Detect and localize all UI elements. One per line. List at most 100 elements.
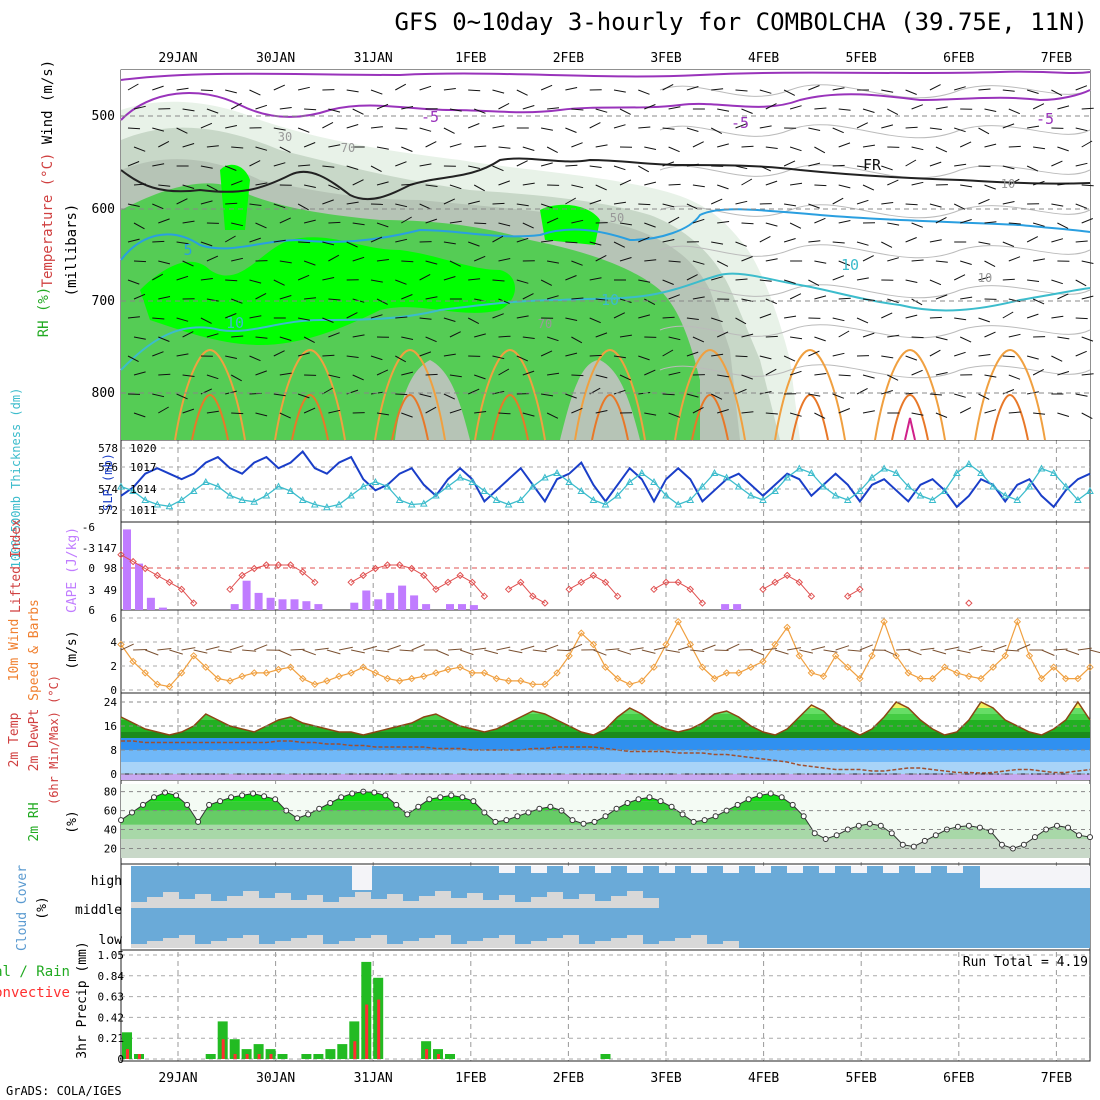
li-point [262, 561, 271, 569]
wind-barb [808, 85, 820, 91]
wind-speed-point [1025, 652, 1034, 660]
contour-label: 50 [610, 211, 624, 225]
wind-speed-point [989, 663, 997, 671]
rh-point [811, 830, 818, 837]
wind-barb [303, 407, 316, 414]
wind-barb [297, 274, 310, 281]
wind-barb [395, 127, 408, 130]
cloud-middle-band [307, 895, 323, 908]
thickness-point [831, 491, 840, 499]
wind-barb [255, 370, 267, 376]
wind-barb-10m [1017, 644, 1031, 651]
cape-bar [146, 597, 155, 610]
wind-barb [200, 241, 213, 247]
rh-point [349, 790, 356, 797]
wind-barb [814, 295, 827, 300]
wind-barb [395, 316, 408, 319]
li-point [662, 578, 670, 587]
thickness-point [1061, 482, 1070, 490]
wind-barb [619, 257, 632, 262]
wind-barb [346, 312, 358, 319]
wind-barb [644, 181, 657, 186]
wind-speed-point [638, 677, 646, 685]
cloud-middle-band [339, 897, 355, 908]
wind-barb [225, 355, 238, 359]
wind-barb [322, 241, 335, 246]
wind-speed-point [456, 663, 464, 671]
cloud-gap-high [883, 866, 899, 873]
wind-speed-point [1037, 674, 1046, 683]
wind-barb [862, 332, 875, 338]
wind-barb [644, 369, 656, 376]
li-point [117, 550, 125, 559]
wind-barb [565, 197, 577, 205]
wind-barb [692, 260, 705, 265]
wind-barb [370, 355, 383, 361]
wind-barb-10m [726, 643, 740, 651]
rh-point [613, 805, 620, 812]
wind-barb [954, 393, 966, 398]
wind-barb [765, 368, 777, 376]
rh-point [635, 796, 642, 803]
thickness-point [916, 491, 925, 499]
cloud-gap-high [627, 866, 643, 873]
rh-point [833, 832, 840, 839]
cloud-low-band [131, 944, 147, 948]
wind-barb [492, 313, 504, 319]
wind-barb [152, 127, 165, 132]
wind-barb [328, 298, 341, 301]
temp-contour-15 [374, 348, 446, 441]
wind-barb-10m [568, 643, 583, 651]
rh-point [745, 796, 752, 803]
cloud-middle-band [579, 894, 595, 908]
thickness-tick-label: 578 [98, 442, 118, 455]
thickness-point [577, 486, 586, 494]
wind-speed-point [613, 674, 622, 683]
wind-barb [808, 350, 820, 357]
thickness-point [722, 473, 731, 481]
wind-barb [1081, 218, 1093, 224]
wind-barb [1075, 240, 1088, 243]
rh-point [646, 794, 653, 801]
wind-barb [662, 316, 675, 319]
wind-barb [273, 84, 286, 91]
wind-barb [206, 184, 218, 192]
date-label-bottom: 2FEB [553, 1071, 584, 1086]
wind-barb [255, 104, 268, 110]
rh-bright-region [540, 204, 600, 245]
wind-barb [249, 279, 262, 284]
wind-barb [127, 279, 140, 285]
wind-barb [571, 374, 584, 377]
wind-speed-point [795, 652, 804, 660]
date-label-top: 5FEB [846, 51, 877, 66]
wind-barb [935, 336, 948, 341]
wind-barb [297, 127, 310, 133]
wind-barb-10m [338, 646, 353, 651]
wind-barb [710, 393, 723, 400]
wind-barb [984, 409, 997, 414]
wind-barb [297, 86, 310, 91]
wind-barb [522, 293, 534, 300]
wind-barb [225, 125, 238, 129]
wind-barb-10m [532, 649, 547, 653]
cape-bar [266, 597, 275, 610]
wind-barb [619, 179, 632, 186]
cape-bar [422, 604, 431, 610]
thickness-point [940, 486, 949, 494]
temp-contour-20 [791, 393, 829, 441]
wind-barb [741, 178, 753, 186]
wind-barb [692, 406, 704, 414]
cloud-middle-band [643, 898, 659, 908]
wind-barb [1026, 89, 1039, 94]
thickness-point [1074, 495, 1082, 503]
wind-speed-point [626, 680, 634, 689]
wind-barb [547, 107, 560, 110]
wind-barb [540, 279, 553, 286]
wind-barb [881, 165, 893, 171]
wind-barb [717, 221, 730, 224]
wind-barb [249, 355, 261, 362]
wind-barb [255, 292, 267, 300]
wind-barb [1008, 411, 1021, 414]
wind-speed-point [480, 669, 489, 677]
wind-barb [717, 409, 729, 414]
